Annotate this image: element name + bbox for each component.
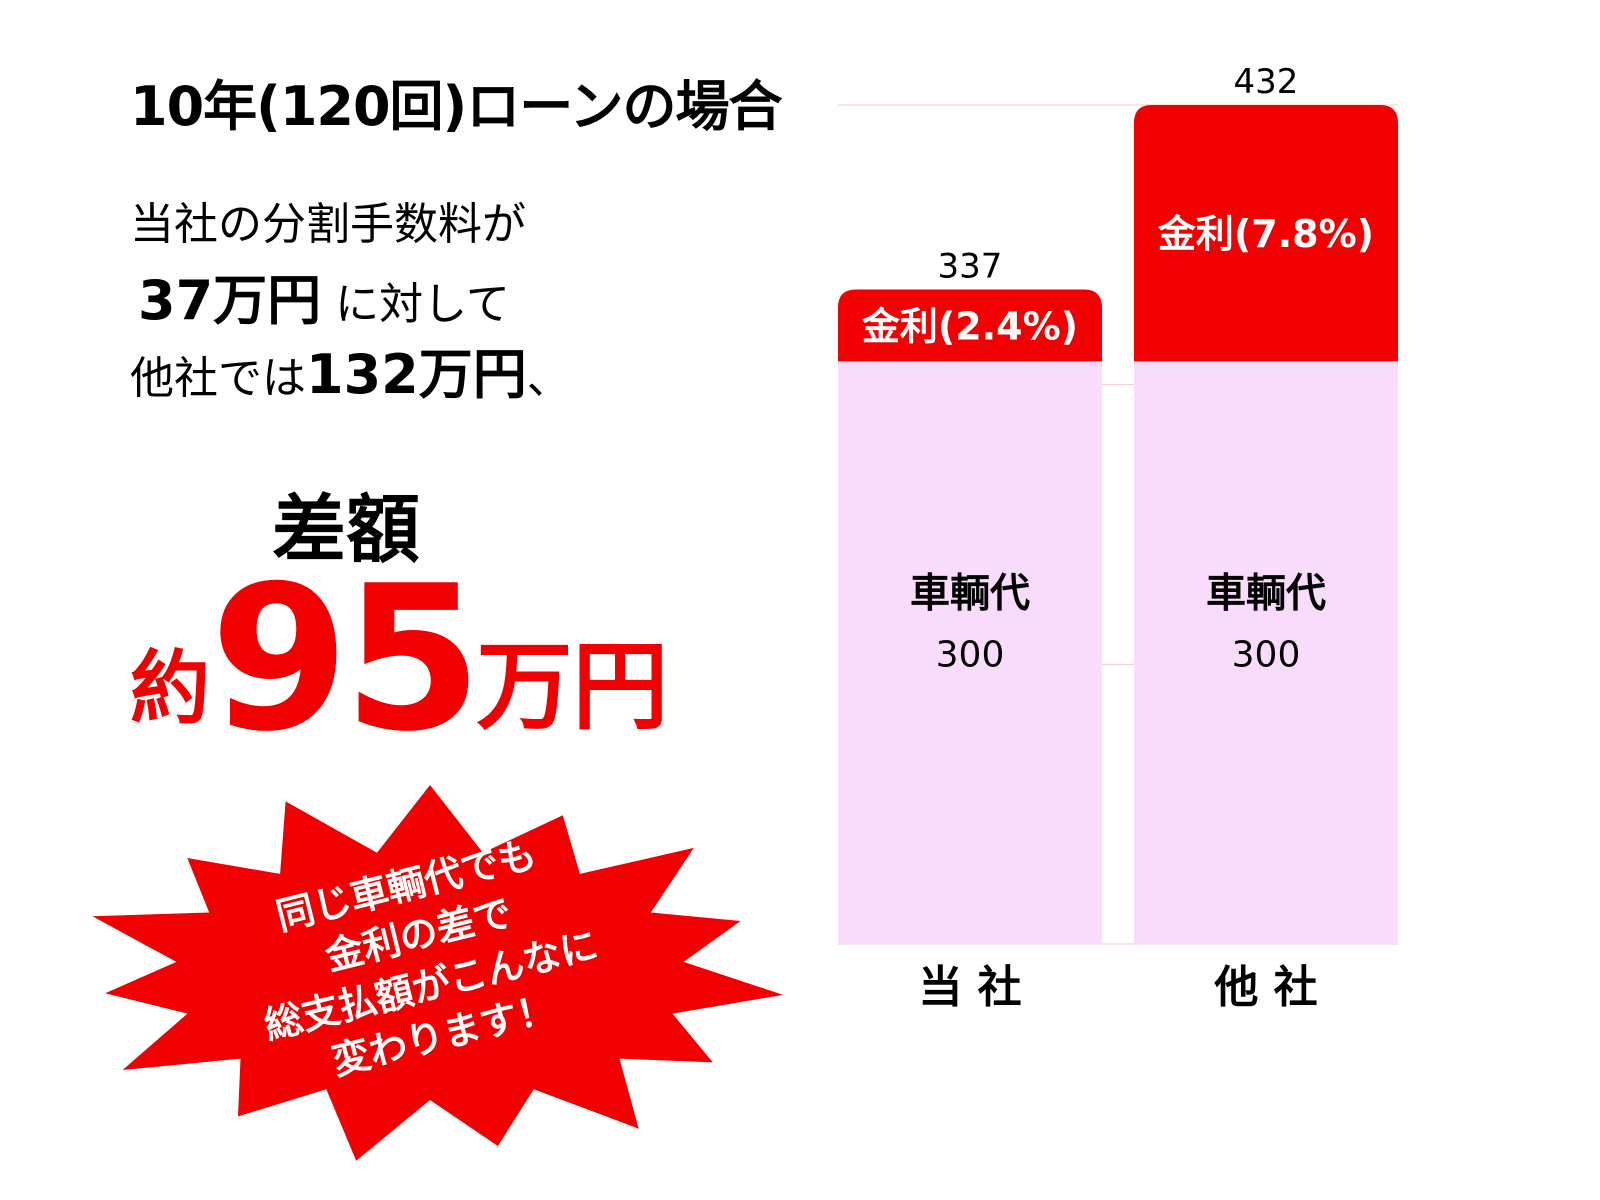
description-line-2-rest: に対して <box>335 279 510 330</box>
description-line-1: 当社の分割手数料が <box>130 199 526 250</box>
other-fee-amount: 132万円 <box>306 343 527 406</box>
difference-amount: 約95万円 <box>130 560 668 760</box>
description-line-3: 他社では132万円、 <box>130 330 571 409</box>
bar-vehicle-value: 300 <box>936 635 1005 676</box>
bar-interest-label: 金利(7.8%) <box>1157 212 1374 256</box>
bar-vehicle-value: 300 <box>1232 635 1301 676</box>
description-line-3-end: 、 <box>526 353 571 404</box>
bar-segment-vehicle <box>838 361 1102 945</box>
page-title: 10年(120回)ローンの場合 <box>130 75 783 138</box>
bar-vehicle-label: 車輌代 <box>1206 571 1326 617</box>
bar-segment-vehicle <box>1134 361 1398 945</box>
description-line-3-start: 他社では <box>130 353 306 404</box>
bar-total-label: 337 <box>938 247 1003 287</box>
bar-segment-interest <box>1134 105 1398 362</box>
difference-number: 95 <box>210 543 482 776</box>
description-line-2: 37万円 に対して <box>138 256 510 335</box>
bar-vehicle-label: 車輌代 <box>910 571 1030 617</box>
bar-interest-label: 金利(2.4%) <box>861 304 1078 348</box>
own-fee-amount: 37万円 <box>138 269 322 332</box>
x-tick-label: 当 社 <box>918 962 1021 1013</box>
difference-label: 差額 <box>272 487 420 573</box>
x-tick-label: 他 社 <box>1213 962 1317 1013</box>
bar-segment-interest <box>838 289 1102 362</box>
bar-total-label: 432 <box>1234 62 1299 102</box>
difference-prefix: 約 <box>130 642 210 735</box>
difference-unit: 万円 <box>476 631 669 743</box>
burst-shape <box>92 785 784 1161</box>
